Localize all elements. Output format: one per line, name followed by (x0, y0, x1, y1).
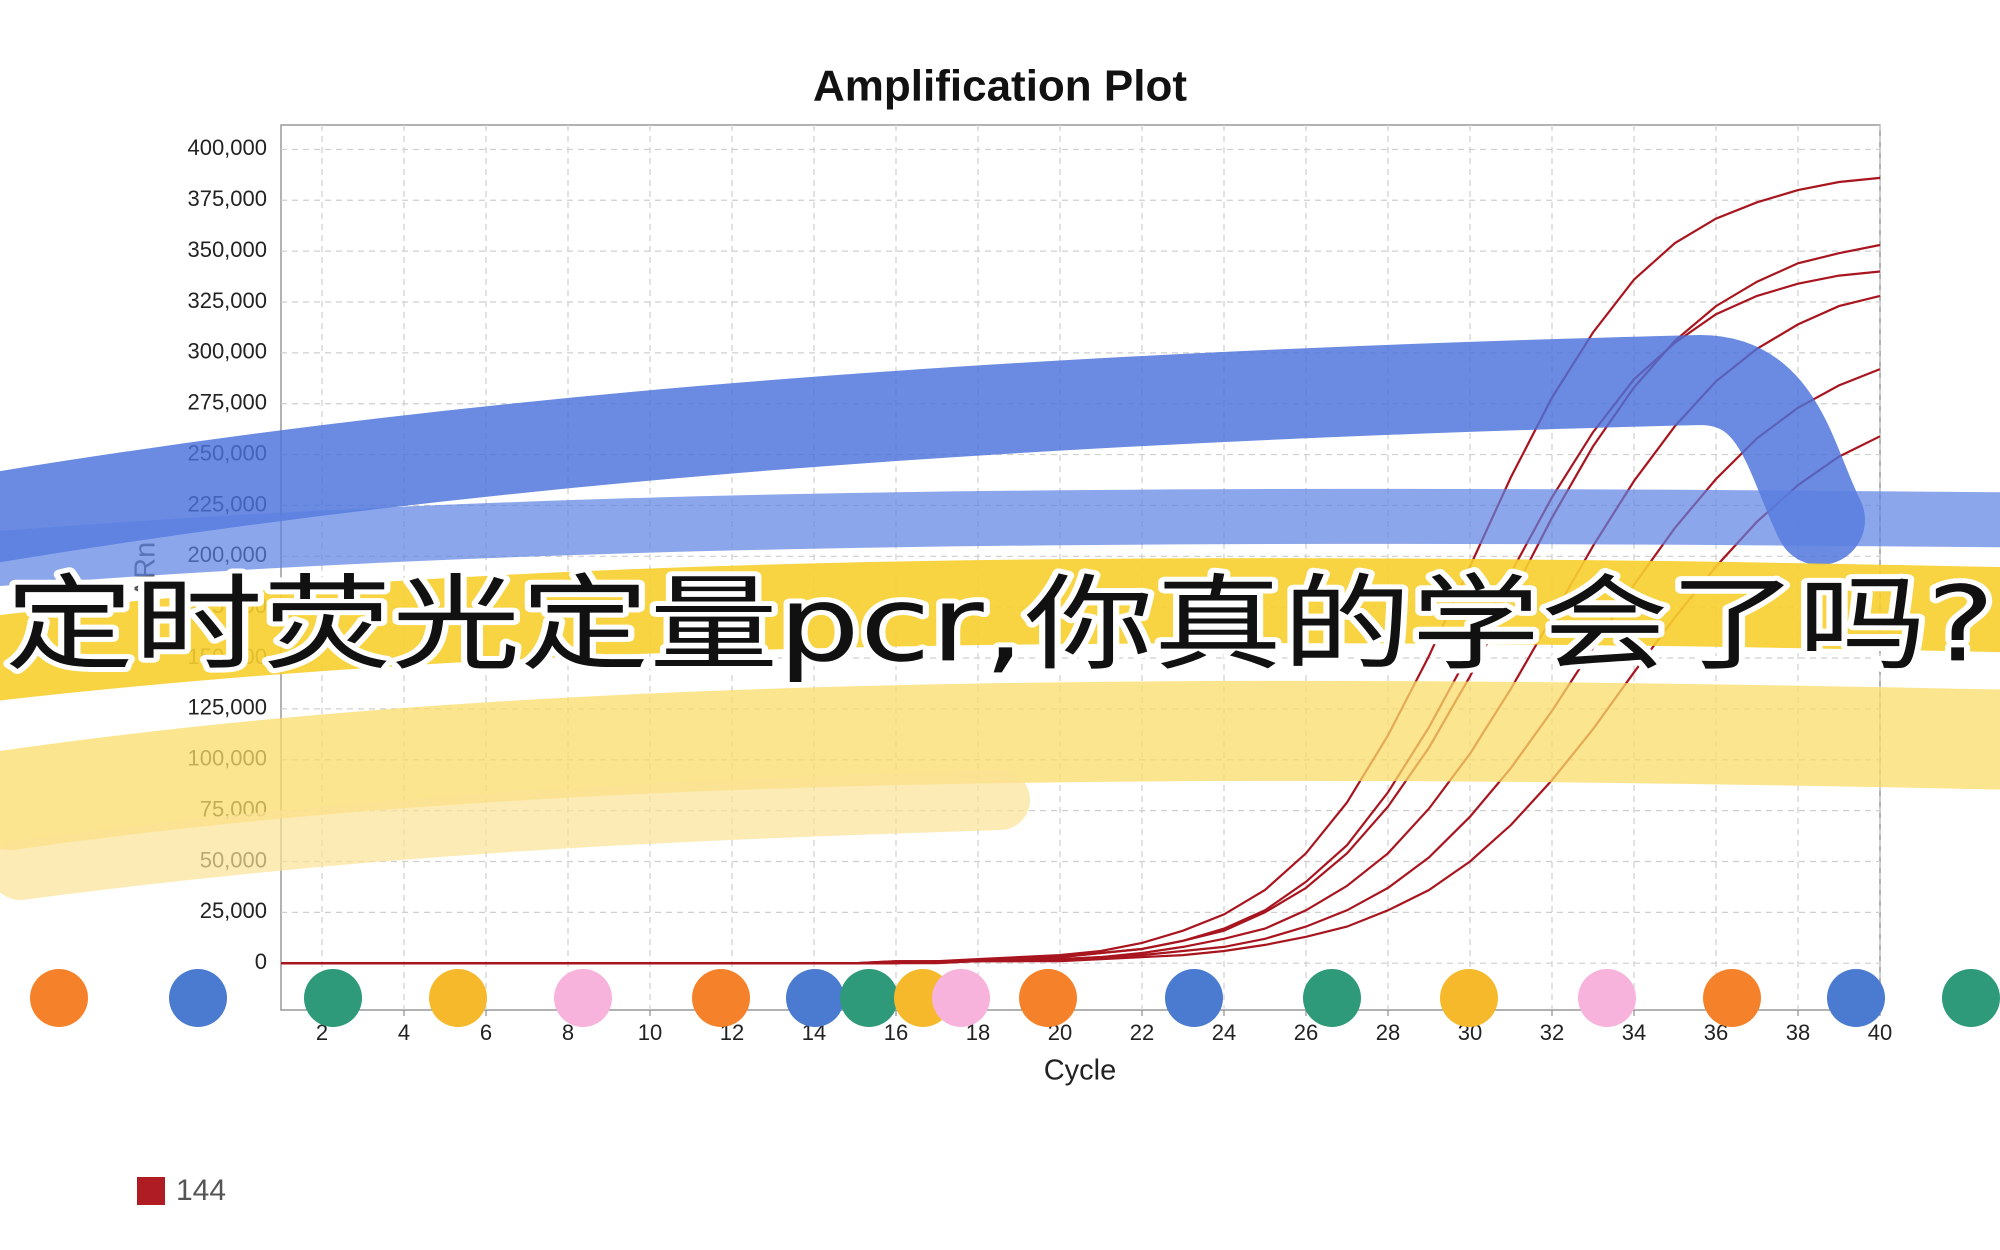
x-tick-label: 28 (1376, 1020, 1400, 1045)
decoration-dot (169, 969, 227, 1027)
x-tick-label: 38 (1786, 1020, 1810, 1045)
y-tick-label: 350,000 (187, 237, 267, 262)
decoration-dot (1578, 969, 1636, 1027)
y-tick-label: 125,000 (187, 695, 267, 720)
decoration-dot (692, 969, 750, 1027)
x-tick-label: 2 (316, 1020, 328, 1045)
x-tick-label: 10 (638, 1020, 662, 1045)
decoration-dot (1019, 969, 1077, 1027)
y-tick-label: 0 (255, 949, 267, 974)
y-tick-label: 275,000 (187, 390, 267, 415)
x-axis-label: Cycle (1044, 1055, 1117, 1087)
decoration-dot (429, 969, 487, 1027)
decoration (0, 334, 2000, 900)
x-tick-label: 4 (398, 1020, 410, 1045)
x-tick-label: 24 (1212, 1020, 1236, 1045)
decoration-dot (1703, 969, 1761, 1027)
brush-stroke (0, 488, 2000, 587)
brush-stroke (0, 334, 1865, 565)
legend-label: 144 (176, 1174, 226, 1207)
decoration-dot (554, 969, 612, 1027)
y-tick-label: 375,000 (187, 186, 267, 211)
brush-stroke (0, 680, 2000, 850)
decoration-dot (840, 969, 898, 1027)
decoration-dot (30, 969, 88, 1027)
decoration-dot (1827, 969, 1885, 1027)
x-tick-label: 22 (1130, 1020, 1154, 1045)
y-tick-label: 400,000 (187, 135, 267, 160)
y-tick-label: 300,000 (187, 339, 267, 364)
decoration-dot (1440, 969, 1498, 1027)
x-tick-label: 6 (480, 1020, 492, 1045)
x-tick-label: 26 (1294, 1020, 1318, 1045)
x-tick-label: 16 (884, 1020, 908, 1045)
brush-stroke (0, 558, 2000, 701)
decoration-dot (1942, 969, 2000, 1027)
overlay-title: 定时荧光定量pcr,你真的学会了吗? (5, 563, 1995, 685)
x-tick-label: 34 (1622, 1020, 1646, 1045)
x-tick-label: 8 (562, 1020, 574, 1045)
decoration-dot (304, 969, 362, 1027)
decoration-dots (30, 969, 2000, 1027)
decoration-dot (1165, 969, 1223, 1027)
chart-title: Amplification Plot (813, 62, 1187, 111)
brush-stroke (0, 770, 1030, 900)
y-tick-label: 25,000 (200, 898, 267, 923)
y-tick-label: 325,000 (187, 288, 267, 313)
decoration-dot (1303, 969, 1361, 1027)
decoration-dot (786, 969, 844, 1027)
decoration-dot (932, 969, 990, 1027)
x-tick-label: 32 (1540, 1020, 1564, 1045)
x-tick-label: 40 (1868, 1020, 1892, 1045)
legend-swatch (137, 1177, 165, 1205)
